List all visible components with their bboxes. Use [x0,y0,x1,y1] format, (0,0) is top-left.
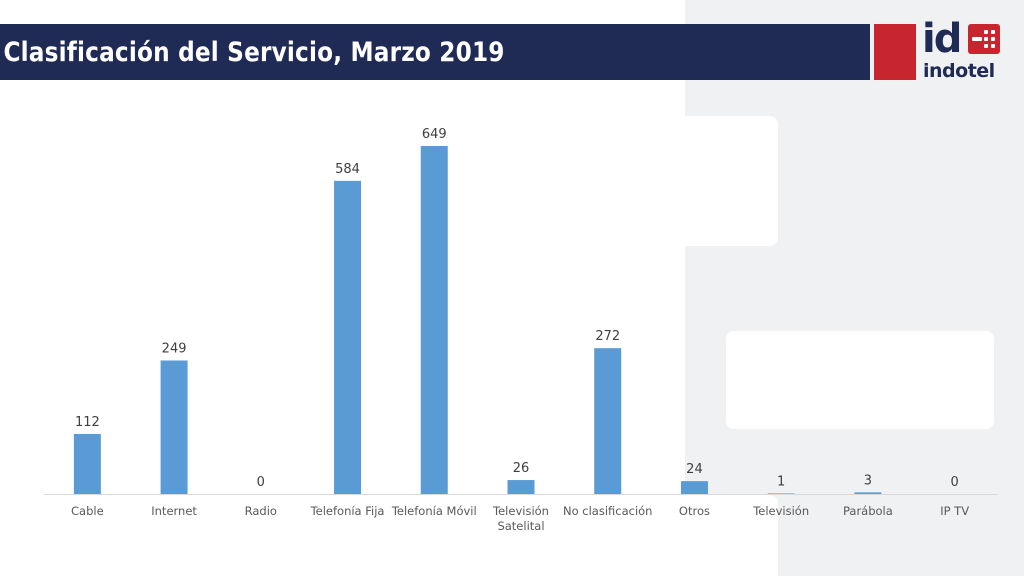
x-tick-label-ip-tv: IP TV [940,504,969,518]
data-label-no-clasificacion: 272 [595,329,620,344]
logo-wordmark: indotel [923,60,995,82]
bar-telefonia-fija [334,180,362,494]
x-tick-label-television: Televisión [752,504,809,518]
x-tick-label-internet: Internet [151,504,197,518]
indotel-logo-icon: id indotel [922,16,1004,82]
labels-layer: 112 Cable 249 Internet 0 Radio 584 Telefonía Fi… [71,127,969,533]
x-tick-label-radio: Radio [245,504,277,518]
x-tick-label-television-satelital: Televisión Satelital [492,504,549,533]
data-label-radio: 0 [257,475,265,490]
x-tick-label-telefonia-fija: Telefonía Fija [310,504,385,518]
bar-internet [160,360,188,494]
data-label-ip-tv: 0 [950,475,958,490]
data-label-cable: 112 [75,415,100,430]
x-tick-label-cable: Cable [71,504,104,518]
logo-mark-text: id [922,16,962,62]
x-tick-label-otros: Otros [679,504,710,518]
bar-parabola [854,492,882,494]
background-card-bottom [685,495,778,576]
data-label-television-satelital: 26 [513,461,530,476]
bar-no-clasificacion [594,348,622,494]
title-bar: Clasificación del Servicio, Marzo 2019 [0,24,870,80]
logo-grid-icon [968,24,1000,54]
data-label-telefonia-movil: 649 [422,127,447,142]
background-card-right [726,331,994,429]
bar-otros [680,481,708,494]
data-label-telefonia-fija: 584 [335,162,360,177]
bar-television-satelital [507,480,535,494]
data-label-parabola: 3 [864,473,872,488]
background-card-top [685,116,778,246]
x-tick-label-telefonia-movil: Telefonía Móvil [391,504,477,518]
background-panel [685,0,1024,576]
bar-cable [73,433,101,494]
bars-layer [73,146,882,494]
x-tick-label-no-clasificacion: No clasificación [563,504,653,518]
logo-red-block [874,24,916,80]
bar-telefonia-movil [420,146,448,494]
bar-television [767,493,795,494]
data-label-internet: 249 [162,341,187,356]
page-title: Clasificación del Servicio, Marzo 2019 [3,36,505,68]
x-tick-label-parabola: Parábola [843,504,893,518]
data-label-otros: 24 [686,462,703,477]
data-label-television: 1 [777,474,785,489]
